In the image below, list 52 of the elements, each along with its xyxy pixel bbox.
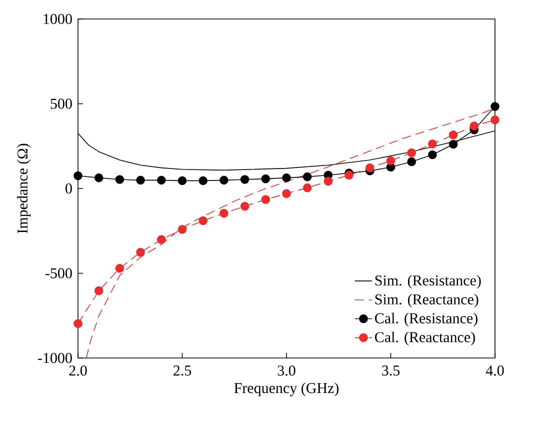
point	[94, 286, 104, 296]
point	[366, 163, 374, 172]
point	[428, 140, 437, 148]
point	[448, 140, 458, 149]
y-tick-label: -1000	[38, 352, 72, 364]
point	[136, 248, 145, 257]
point	[302, 172, 312, 182]
legend-label: Cal. (Reactance)	[375, 332, 475, 346]
legend-label: Sim. (Resistance)	[375, 275, 481, 289]
point	[240, 175, 250, 184]
point	[74, 171, 82, 180]
point	[198, 216, 208, 226]
point	[407, 148, 416, 158]
point	[386, 156, 396, 166]
point	[324, 176, 333, 186]
point	[448, 130, 458, 140]
point	[136, 176, 145, 185]
legend-label: Sim. (Reactance)	[375, 294, 478, 308]
point	[178, 224, 187, 234]
point	[220, 208, 228, 218]
point	[282, 173, 291, 182]
x-tick-label: 3.5	[382, 366, 400, 376]
point	[157, 176, 166, 185]
point	[74, 319, 82, 328]
point	[157, 235, 166, 244]
y-tick-label: 500	[50, 98, 72, 109]
x-tick-label: 4.0	[486, 366, 504, 376]
x-axis-title: Frequency (GHz)	[234, 382, 339, 396]
point	[240, 202, 250, 211]
point	[178, 176, 187, 186]
x-tick-label: 2.0	[69, 366, 87, 376]
point	[470, 122, 479, 130]
point	[198, 176, 208, 186]
point	[94, 173, 104, 182]
x-tick-label: 3.0	[278, 366, 296, 376]
point	[282, 189, 291, 198]
point	[407, 157, 416, 166]
point	[490, 102, 500, 111]
legend-label: Cal. (Resistance)	[375, 312, 478, 326]
y-tick-label: -500	[46, 268, 72, 278]
point	[428, 150, 437, 160]
point	[220, 176, 228, 185]
y-tick-label: 0	[66, 183, 72, 194]
point	[302, 183, 312, 192]
point	[261, 174, 270, 184]
y-axis-title: Impedance (Ω)	[17, 144, 31, 234]
point	[115, 264, 124, 273]
x-tick-label: 2.5	[174, 366, 192, 376]
point	[490, 115, 500, 124]
point	[115, 175, 124, 184]
point	[261, 195, 270, 204]
y-tick-label: 1000	[44, 14, 72, 24]
